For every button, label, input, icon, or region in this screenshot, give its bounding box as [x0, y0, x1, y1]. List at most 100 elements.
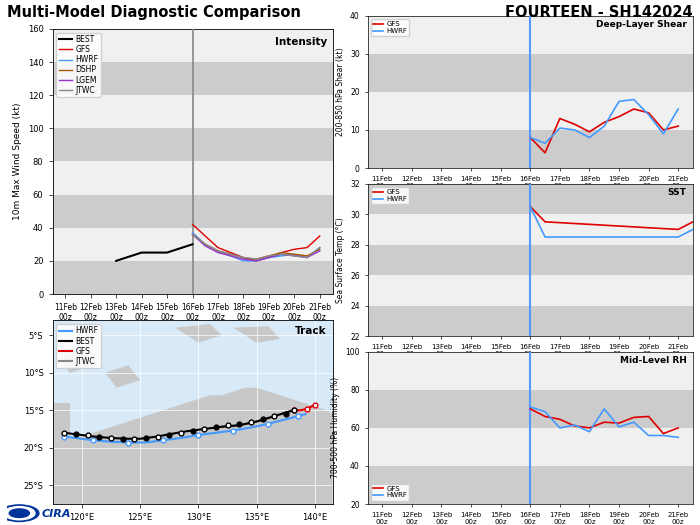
HWRF: [689, 226, 697, 233]
DSHP: [239, 255, 248, 261]
Line: HWRF: HWRF: [193, 233, 320, 261]
GFS: [689, 219, 697, 225]
Bar: [368, 54, 693, 92]
LGEM: [227, 253, 235, 259]
Text: SST: SST: [668, 188, 687, 197]
Bar: [368, 184, 693, 214]
BEST: [183, 428, 191, 434]
GFS: [201, 233, 209, 239]
HWRF: [541, 234, 550, 240]
DSHP: [201, 241, 209, 247]
Text: Mid-Level RH: Mid-Level RH: [620, 356, 687, 365]
BEST: [106, 435, 115, 441]
Circle shape: [0, 505, 39, 521]
Legend: GFS, HWRF: GFS, HWRF: [371, 19, 409, 36]
GFS: [645, 110, 653, 116]
BEST: [71, 431, 80, 437]
Line: GFS: GFS: [294, 405, 315, 410]
GFS: [303, 245, 312, 251]
JTWC: [239, 255, 248, 261]
DSHP: [277, 249, 286, 256]
GFS: [526, 406, 535, 412]
Bar: [368, 466, 693, 504]
Y-axis label: 700-500 hPa Humidity (%): 700-500 hPa Humidity (%): [331, 377, 340, 478]
JTWC: [316, 245, 324, 251]
BEST: [281, 410, 290, 416]
Line: JTWC: JTWC: [193, 234, 320, 259]
GFS: [541, 219, 550, 225]
HWRF: [194, 432, 202, 438]
JTWC: [227, 251, 235, 257]
Bar: [368, 130, 693, 168]
Polygon shape: [233, 326, 280, 343]
Text: Track: Track: [295, 326, 327, 336]
HWRF: [645, 433, 653, 439]
BEST: [165, 431, 174, 437]
GFS: [316, 233, 324, 239]
DSHP: [303, 253, 312, 259]
GFS: [239, 255, 248, 261]
LGEM: [316, 248, 324, 254]
HWRF: [281, 416, 290, 423]
BEST: [153, 433, 162, 439]
HWRF: [71, 435, 80, 441]
JTWC: [290, 253, 298, 259]
GFS: [615, 420, 623, 426]
GFS: [188, 221, 197, 227]
HWRF: [229, 427, 237, 434]
HWRF: [302, 411, 310, 417]
GFS: [659, 430, 668, 437]
GFS: [526, 134, 535, 141]
Circle shape: [9, 509, 29, 518]
BEST: [235, 422, 244, 428]
Legend: HWRF, BEST, GFS, JTWC: HWRF, BEST, GFS, JTWC: [56, 324, 101, 368]
Bar: [52, 128, 332, 162]
HWRF: [252, 258, 260, 264]
HWRF: [303, 255, 312, 261]
Circle shape: [4, 507, 35, 520]
HWRF: [277, 253, 286, 259]
DSHP: [252, 256, 260, 262]
GFS: [674, 425, 682, 431]
HWRF: [674, 106, 682, 112]
Bar: [368, 428, 693, 466]
GFS: [659, 127, 668, 133]
Polygon shape: [52, 388, 332, 504]
GFS: [252, 258, 260, 264]
HWRF: [293, 413, 302, 419]
HWRF: [526, 204, 535, 210]
HWRF: [615, 98, 623, 104]
HWRF: [674, 434, 682, 440]
GFS: [615, 113, 623, 120]
GFS: [541, 150, 550, 156]
LGEM: [239, 256, 248, 262]
HWRF: [265, 255, 273, 261]
Line: DSHP: DSHP: [193, 234, 320, 259]
Polygon shape: [58, 350, 93, 373]
GFS: [645, 413, 653, 419]
Legend: GFS, HWRF: GFS, HWRF: [371, 187, 409, 204]
Bar: [368, 306, 693, 336]
GFS: [265, 255, 273, 261]
GFS: [290, 407, 298, 413]
LGEM: [290, 253, 298, 259]
HWRF: [141, 439, 150, 446]
LGEM: [201, 243, 209, 249]
BEST: [218, 424, 226, 430]
Bar: [368, 245, 693, 275]
Bar: [52, 261, 332, 294]
GFS: [541, 413, 550, 419]
LGEM: [277, 251, 286, 257]
LGEM: [265, 255, 273, 261]
DSHP: [214, 248, 222, 254]
BEST: [163, 249, 172, 256]
GFS: [585, 425, 594, 431]
Bar: [368, 92, 693, 130]
Line: HWRF: HWRF: [531, 407, 678, 437]
GFS: [214, 245, 222, 251]
Bar: [52, 228, 332, 261]
Text: Intensity: Intensity: [274, 37, 327, 47]
BEST: [253, 418, 261, 425]
Line: HWRF: HWRF: [531, 207, 693, 237]
HWRF: [570, 127, 579, 133]
